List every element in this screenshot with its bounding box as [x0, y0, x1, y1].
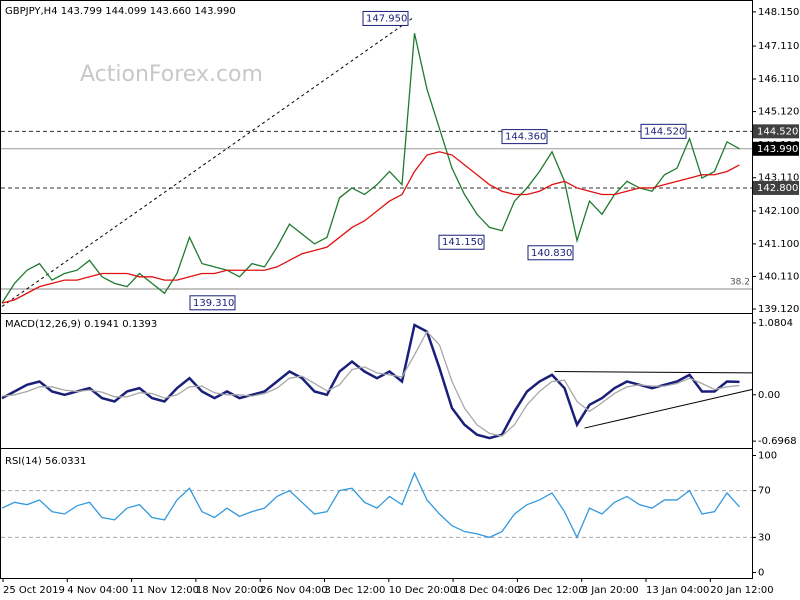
- level-label: 143.990: [757, 144, 798, 155]
- panel-title: RSI(14) 56.0331: [5, 456, 86, 467]
- annotation-box: [640, 123, 687, 139]
- trendline: [1, 16, 415, 307]
- trendline: [584, 388, 753, 429]
- series-line: [1, 33, 740, 304]
- y-tick-label: 70: [758, 486, 771, 497]
- annotation-label: 147.950: [366, 13, 407, 24]
- y-tick-label: 100: [758, 451, 777, 462]
- y-tick-label: 1.0804: [758, 318, 793, 329]
- annotation-box: [189, 295, 236, 311]
- y-tick-label: 141.100: [758, 239, 799, 250]
- y-tick-label: 148.150: [758, 7, 799, 18]
- x-tick-label: 25 Oct 2019: [3, 585, 65, 596]
- x-tick-label: 13 Jan 04:00: [646, 585, 709, 596]
- y-tick-label: 0.00: [758, 390, 780, 401]
- annotation-label: 144.360: [505, 132, 546, 143]
- fib-label: 38.2: [730, 277, 750, 287]
- level-box: [753, 180, 799, 195]
- x-tick-label: 26 Dec 12:00: [517, 585, 584, 596]
- panel-title: MACD(12,26,9) 0.1941 0.1393: [5, 319, 157, 330]
- annotation-label: 141.150: [442, 237, 483, 248]
- level-label: 142.800: [757, 183, 798, 194]
- level-box: [753, 124, 799, 139]
- x-tick-label: 4 Nov 04:00: [67, 585, 128, 596]
- x-tick-label: 18 Dec 04:00: [453, 585, 520, 596]
- y-tick-label: 146.110: [758, 74, 799, 85]
- level-label: 144.520: [757, 126, 798, 137]
- annotation-label: 139.310: [193, 298, 234, 309]
- annotation-box: [438, 234, 485, 250]
- annotation-label: 144.520: [644, 126, 685, 137]
- annotation-box: [501, 129, 548, 145]
- y-tick-label: 147.110: [758, 41, 799, 52]
- panel-title: GBPJPY,H4 143.799 144.099 143.660 143.99…: [5, 6, 236, 17]
- y-tick-label: -0.6968: [758, 436, 797, 447]
- x-tick-label: 10 Dec 20:00: [389, 585, 456, 596]
- x-tick-label: 20 Jan 12:00: [710, 585, 773, 596]
- y-tick-label: 139.120: [758, 304, 799, 315]
- watermark: ActionForex.com: [80, 62, 263, 87]
- series-line: [1, 330, 740, 437]
- series-line: [1, 151, 740, 304]
- x-tick-label: 11 Nov 12:00: [132, 585, 199, 596]
- annotation-box: [362, 10, 409, 26]
- x-tick-label: 3 Jan 20:00: [582, 585, 639, 596]
- x-tick-label: 26 Nov 04:00: [260, 585, 327, 596]
- annotation-box: [527, 245, 574, 261]
- y-tick-label: 140.110: [758, 271, 799, 282]
- plot-frame: [0, 0, 753, 579]
- y-tick-label: 30: [758, 532, 771, 543]
- level-box: [753, 141, 799, 156]
- series-line: [1, 471, 740, 539]
- x-tick-label: 18 Nov 20:00: [196, 585, 263, 596]
- series-line: [1, 323, 740, 440]
- y-tick-label: 142.100: [758, 206, 799, 217]
- annotation-label: 140.830: [531, 248, 572, 259]
- y-tick-label: 0: [758, 567, 764, 578]
- y-tick-label: 143.110: [758, 173, 799, 184]
- x-tick-label: 3 Dec 12:00: [325, 585, 386, 596]
- y-tick-label: 145.120: [758, 107, 799, 118]
- trendline: [554, 371, 753, 374]
